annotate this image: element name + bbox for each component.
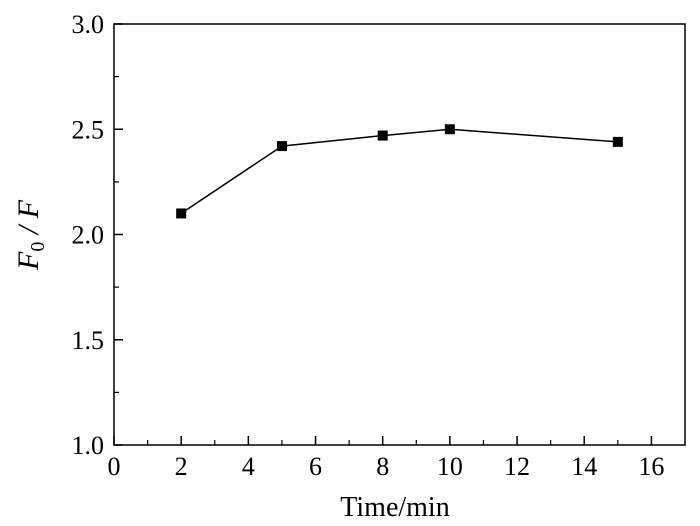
y-tick-label: 1.5 bbox=[72, 326, 105, 355]
data-point-marker bbox=[276, 141, 287, 152]
x-tick-label: 2 bbox=[175, 452, 188, 481]
data-point-marker bbox=[444, 124, 455, 135]
data-point-marker bbox=[377, 130, 388, 141]
series-line bbox=[180, 128, 618, 215]
y-tick-label: 2.0 bbox=[72, 221, 105, 250]
x-axis-ticks: 0 2 4 6 8 10 12 14 16 bbox=[108, 436, 664, 481]
y-axis-title-main: F bbox=[12, 251, 45, 271]
plot-frame bbox=[113, 23, 686, 446]
y-axis-title-rest: / F bbox=[12, 199, 45, 241]
x-tick-label: 14 bbox=[571, 452, 597, 481]
x-tick-label: 6 bbox=[309, 452, 322, 481]
x-tick-label: 16 bbox=[638, 452, 664, 481]
y-axis-title: F0 / F bbox=[12, 199, 49, 271]
data-point-marker bbox=[612, 136, 623, 147]
x-tick-label: 0 bbox=[108, 452, 121, 481]
series-layer bbox=[176, 124, 623, 219]
x-tick-label: 12 bbox=[504, 452, 530, 481]
x-tick-label: 10 bbox=[437, 452, 463, 481]
plot-border bbox=[113, 23, 686, 446]
y-axis-ticks: 1.0 1.5 2.0 2.5 3.0 bbox=[72, 10, 123, 460]
x-tick-label: 8 bbox=[376, 452, 389, 481]
data-point-marker bbox=[176, 208, 187, 219]
x-axis-title: Time/min bbox=[340, 492, 449, 523]
y-axis-title-subscript: 0 bbox=[27, 242, 49, 252]
x-tick-label: 4 bbox=[242, 452, 255, 481]
y-tick-label: 2.5 bbox=[72, 115, 105, 144]
y-tick-label: 1.0 bbox=[72, 431, 105, 460]
y-tick-label: 3.0 bbox=[72, 10, 105, 39]
